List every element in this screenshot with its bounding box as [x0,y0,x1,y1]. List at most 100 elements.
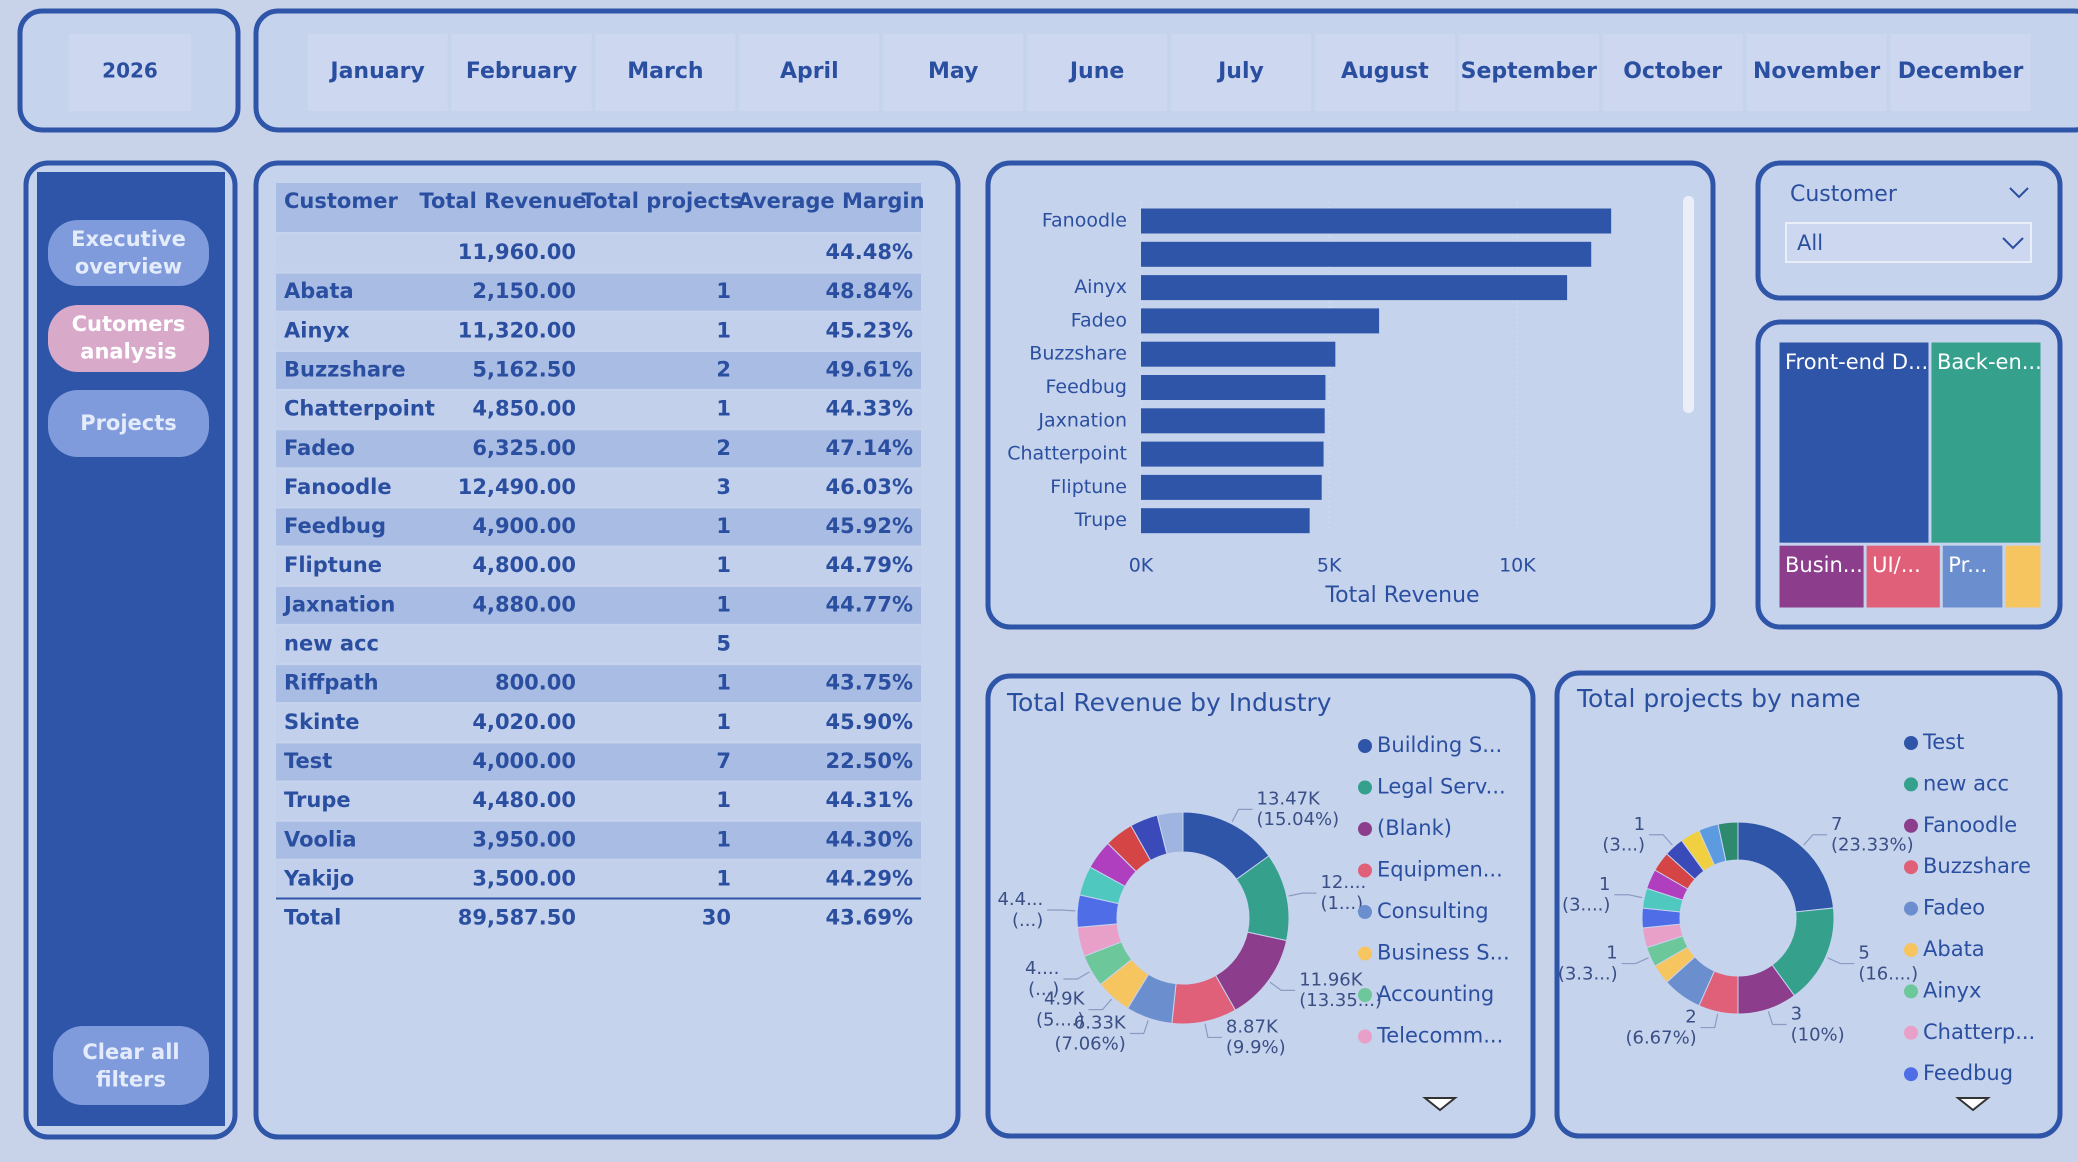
treemap-tile[interactable] [1779,342,1929,543]
year-label[interactable]: 2026 [102,59,158,83]
month-cell[interactable] [595,34,736,111]
table-row[interactable] [276,469,921,507]
month-cell[interactable] [1746,34,1887,111]
table-row[interactable] [276,234,921,272]
month-cell[interactable] [1602,34,1743,111]
clear-label[interactable]: Clear all filters [82,1040,179,1091]
month-cell[interactable] [307,34,448,111]
more-arrow[interactable] [1955,1097,1991,1112]
donut-segment[interactable] [1717,821,1739,862]
table-row[interactable] [276,547,921,585]
bar[interactable] [1141,375,1326,400]
legend-label[interactable]: Buzzshare [1923,854,2031,878]
bar[interactable] [1141,208,1612,234]
slicer-value[interactable]: All [1797,231,1823,255]
table-row[interactable] [276,704,921,742]
month-cell[interactable] [1458,34,1599,111]
bar[interactable] [1141,341,1336,367]
legend-label[interactable]: Chatterp... [1923,1020,2035,1044]
month-label[interactable]: October [1623,59,1722,84]
treemap-tile[interactable] [2005,545,2041,608]
bar[interactable] [1141,308,1380,334]
month-label[interactable]: December [1898,59,2024,84]
nav-label[interactable]: Executive overview [71,227,186,278]
table-cell: 1 [716,671,731,695]
legend-label[interactable]: Legal Serv... [1377,775,1506,799]
legend-label[interactable]: Fanoodle [1923,813,2017,837]
nav-button[interactable] [48,390,209,457]
table-row[interactable] [276,860,921,898]
treemap-tile[interactable] [1866,545,1940,608]
nav-label[interactable]: Projects [80,411,177,435]
legend-label[interactable]: Telecomm... [1376,1024,1503,1048]
month-label[interactable]: January [328,59,424,84]
nav-button[interactable] [48,220,209,286]
month-label[interactable]: March [627,59,703,84]
month-label[interactable]: June [1068,59,1124,84]
month-cell[interactable] [883,34,1024,111]
table-row[interactable] [276,665,921,703]
table-cell: 22.50% [826,749,913,773]
month-cell[interactable] [739,34,880,111]
legend-marker [1358,988,1372,1002]
slicer-dropdown[interactable] [1785,222,2032,263]
legend-label[interactable]: Equipmen... [1377,858,1503,882]
month-cell[interactable] [1314,34,1455,111]
month-label[interactable]: July [1216,59,1264,84]
legend-label[interactable]: (Blank) [1377,816,1452,840]
table-row[interactable] [276,430,921,468]
scrollbar[interactable] [1683,196,1694,413]
donut-segment[interactable] [1156,811,1184,855]
bar[interactable] [1141,508,1310,534]
legend-label[interactable]: Test [1922,730,1964,754]
bar[interactable] [1141,241,1592,267]
table-row[interactable] [276,508,921,546]
legend-label[interactable]: Feedbug [1923,1061,2013,1085]
month-label[interactable]: September [1461,59,1598,84]
table-row[interactable] [276,782,921,820]
month-label[interactable]: February [466,59,577,84]
legend-label[interactable]: new acc [1923,771,2009,795]
month-label[interactable]: April [780,59,839,84]
table-row[interactable] [276,351,921,389]
clear-button[interactable] [53,1026,209,1105]
treemap-tile[interactable] [1931,342,2041,543]
bar[interactable] [1141,408,1325,434]
treemap-tile[interactable] [1779,545,1864,608]
month-label[interactable]: November [1753,59,1880,84]
legend-label[interactable]: Building S... [1377,733,1502,757]
month-cell[interactable] [1890,34,2031,111]
legend-marker [1358,905,1372,919]
table-row[interactable] [276,743,921,781]
leader-line [1231,808,1253,823]
legend-label[interactable]: Business S... [1377,941,1510,965]
bar[interactable] [1141,441,1324,467]
table-row[interactable] [276,273,921,311]
table-row[interactable] [276,391,921,429]
legend-label[interactable]: Ainyx [1923,978,1981,1002]
table-row[interactable] [276,586,921,624]
nav-label[interactable]: Cutomers analysis [72,312,186,363]
legend-label[interactable]: Accounting [1377,982,1494,1006]
legend-label[interactable]: Consulting [1377,899,1489,923]
more-arrow[interactable] [1422,1097,1458,1112]
treemap-tile[interactable] [1942,545,2003,608]
table-row[interactable] [276,626,921,663]
month-cell[interactable] [1171,34,1311,111]
month-cell[interactable] [451,34,592,111]
table-cell: 1 [716,279,731,303]
chevron[interactable] [2009,187,2029,199]
table-row[interactable] [276,312,921,350]
month-label[interactable]: May [928,59,978,84]
table-row[interactable] [276,821,921,859]
table-cell: Fanoodle [284,475,392,499]
year-cell[interactable] [69,34,191,111]
month-cell[interactable] [1027,34,1168,111]
legend-label[interactable]: Fadeo [1923,896,1985,920]
month-label[interactable]: August [1341,59,1429,84]
chevron[interactable] [2002,237,2024,250]
nav-button-active[interactable] [48,305,209,372]
bar[interactable] [1141,474,1322,500]
bar[interactable] [1141,275,1568,301]
legend-label[interactable]: Abata [1923,937,1985,961]
